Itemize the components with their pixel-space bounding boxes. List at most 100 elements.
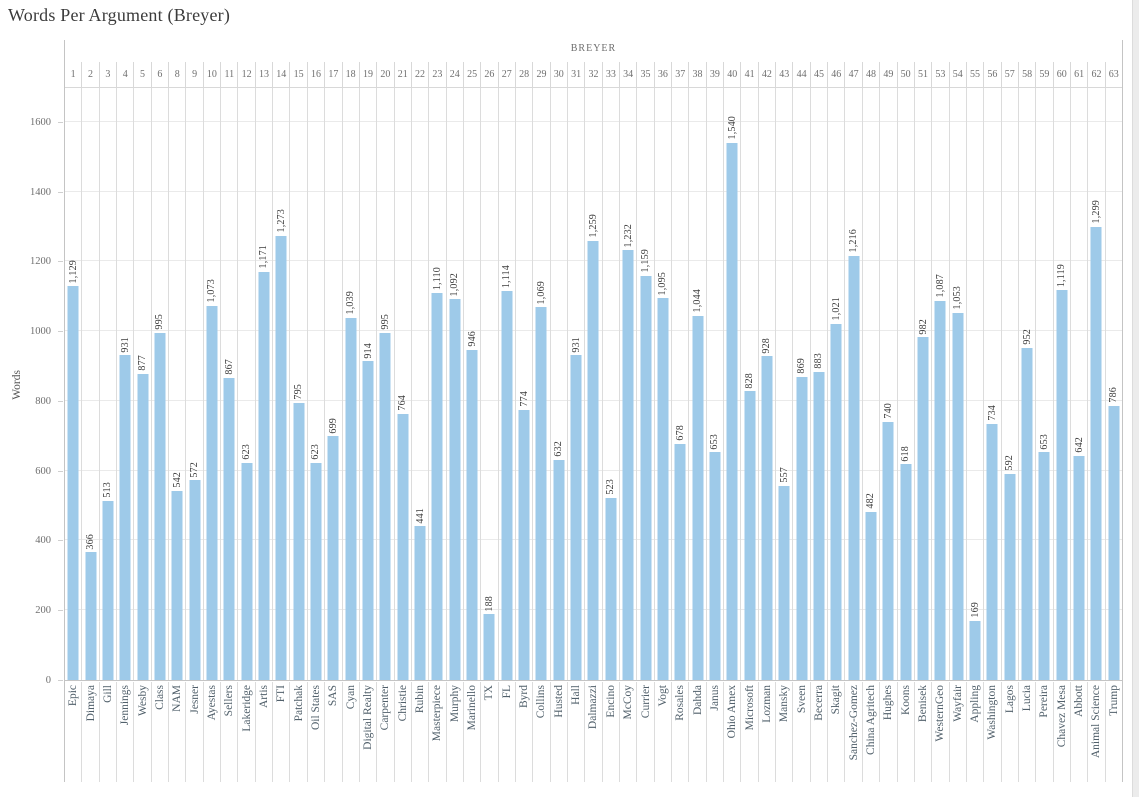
- column-number[interactable]: 47: [844, 62, 861, 87]
- bar[interactable]: [310, 462, 322, 680]
- column-number[interactable]: 24: [445, 62, 463, 87]
- column-number[interactable]: 51: [913, 62, 931, 87]
- bar[interactable]: [605, 497, 617, 680]
- bar[interactable]: [67, 286, 79, 680]
- column-number[interactable]: 1: [70, 69, 76, 80]
- column-number[interactable]: 31: [566, 62, 584, 87]
- column-number[interactable]: 26: [480, 62, 497, 87]
- bar[interactable]: [1038, 452, 1050, 680]
- column-number[interactable]: 36: [653, 62, 671, 87]
- bar[interactable]: [137, 374, 149, 680]
- x-axis-label-cell[interactable]: Hughes: [880, 682, 898, 782]
- bar[interactable]: [206, 305, 218, 680]
- x-axis-label-cell[interactable]: Christie: [395, 682, 412, 782]
- bar[interactable]: [483, 614, 495, 680]
- x-axis-label-cell[interactable]: SAS: [325, 682, 343, 782]
- column-number[interactable]: 32: [584, 62, 601, 87]
- bar[interactable]: [414, 526, 426, 680]
- x-axis-label-cell[interactable]: Skagit: [828, 682, 846, 782]
- bar[interactable]: [1073, 456, 1085, 680]
- column-number[interactable]: 54: [948, 62, 966, 87]
- x-axis-label-cell[interactable]: Cyan: [343, 682, 360, 782]
- column-number[interactable]: 59: [1035, 62, 1052, 87]
- x-axis-label-cell[interactable]: NAM: [169, 682, 187, 782]
- x-axis-label-cell[interactable]: Janus: [707, 682, 725, 782]
- column-number[interactable]: 50: [896, 62, 914, 87]
- bar[interactable]: [917, 337, 929, 680]
- x-axis-label-cell[interactable]: Hall: [568, 682, 586, 782]
- bar[interactable]: [986, 423, 998, 680]
- bar[interactable]: [379, 332, 391, 680]
- bar[interactable]: [345, 317, 357, 680]
- column-number[interactable]: 10: [202, 62, 220, 87]
- x-axis-label-cell[interactable]: Lakeridge: [238, 682, 256, 782]
- column-number[interactable]: 49: [879, 62, 896, 87]
- column-number[interactable]: 63: [1104, 62, 1122, 87]
- column-number[interactable]: 14: [272, 62, 289, 87]
- bar[interactable]: [1108, 405, 1120, 680]
- column-number[interactable]: 41: [740, 62, 757, 87]
- x-axis-label-cell[interactable]: Koons: [898, 682, 915, 782]
- bar[interactable]: [778, 485, 790, 680]
- column-number[interactable]: 28: [514, 62, 532, 87]
- x-axis-label-cell[interactable]: Patchak: [290, 682, 308, 782]
- bar[interactable]: [587, 240, 599, 680]
- x-axis-label-cell[interactable]: Dalmazzi: [585, 682, 603, 782]
- bar[interactable]: [119, 355, 131, 680]
- x-axis-label-cell[interactable]: Becerra: [811, 682, 829, 782]
- bar[interactable]: [952, 312, 964, 680]
- x-axis-label-cell[interactable]: Marinello: [464, 682, 482, 782]
- x-axis-label-cell[interactable]: Ohio Amex: [724, 682, 742, 782]
- x-axis-label-cell[interactable]: Jesner: [186, 682, 204, 782]
- vertical-scrollbar[interactable]: [1132, 0, 1139, 797]
- bar[interactable]: [553, 459, 565, 680]
- bar[interactable]: [709, 452, 721, 680]
- bar[interactable]: [622, 250, 634, 680]
- x-axis-label-cell[interactable]: McCoy: [620, 682, 638, 782]
- x-axis-label-cell[interactable]: WesternGeo: [932, 682, 950, 782]
- column-number[interactable]: 29: [532, 62, 549, 87]
- bar[interactable]: [761, 356, 773, 680]
- x-axis-label-cell[interactable]: Oil States: [308, 682, 326, 782]
- x-axis-label-cell[interactable]: Appling: [967, 682, 985, 782]
- bar[interactable]: [674, 443, 686, 680]
- column-number[interactable]: 4: [116, 62, 133, 87]
- x-axis-label-cell[interactable]: Jennings: [117, 682, 135, 782]
- column-number[interactable]: 19: [358, 62, 376, 87]
- column-number[interactable]: 58: [1017, 62, 1035, 87]
- bar[interactable]: [692, 315, 704, 680]
- column-number[interactable]: 38: [688, 62, 705, 87]
- x-axis-label-cell[interactable]: Wayfair: [950, 682, 967, 782]
- bar[interactable]: [796, 376, 808, 680]
- column-number[interactable]: 12: [237, 62, 254, 87]
- x-axis-label-cell[interactable]: Murphy: [447, 682, 464, 782]
- bar[interactable]: [570, 355, 582, 680]
- x-axis-label-cell[interactable]: Benisek: [915, 682, 933, 782]
- bar[interactable]: [969, 621, 981, 680]
- column-number[interactable]: 23: [428, 62, 445, 87]
- x-axis-label-cell[interactable]: Abbott: [1071, 682, 1089, 782]
- column-number[interactable]: 39: [705, 62, 723, 87]
- x-axis-label-cell[interactable]: Chavez Mesa: [1054, 682, 1071, 782]
- bar[interactable]: [1090, 226, 1102, 680]
- bar[interactable]: [258, 271, 270, 680]
- bar[interactable]: [431, 292, 443, 680]
- x-axis-label-cell[interactable]: Mansky: [776, 682, 794, 782]
- bar[interactable]: [1021, 347, 1033, 680]
- x-axis-label-cell[interactable]: Epic: [65, 682, 83, 782]
- column-number[interactable]: 33: [601, 62, 619, 87]
- column-number[interactable]: 62: [1087, 62, 1104, 87]
- bar[interactable]: [466, 350, 478, 680]
- column-number[interactable]: 8: [168, 62, 185, 87]
- x-axis-label-cell[interactable]: Wesby: [134, 682, 152, 782]
- x-axis-label-cell[interactable]: Lucia: [1019, 682, 1037, 782]
- x-axis-label-cell[interactable]: Encino: [603, 682, 620, 782]
- column-number[interactable]: 17: [324, 62, 341, 87]
- x-axis-label-cell[interactable]: Gill: [100, 682, 118, 782]
- bar[interactable]: [293, 402, 305, 680]
- x-axis-label-cell[interactable]: Rubin: [412, 682, 430, 782]
- column-number[interactable]: 37: [671, 62, 688, 87]
- column-number[interactable]: 20: [376, 62, 393, 87]
- column-number[interactable]: 9: [185, 62, 202, 87]
- x-axis-label-cell[interactable]: FTI: [273, 682, 291, 782]
